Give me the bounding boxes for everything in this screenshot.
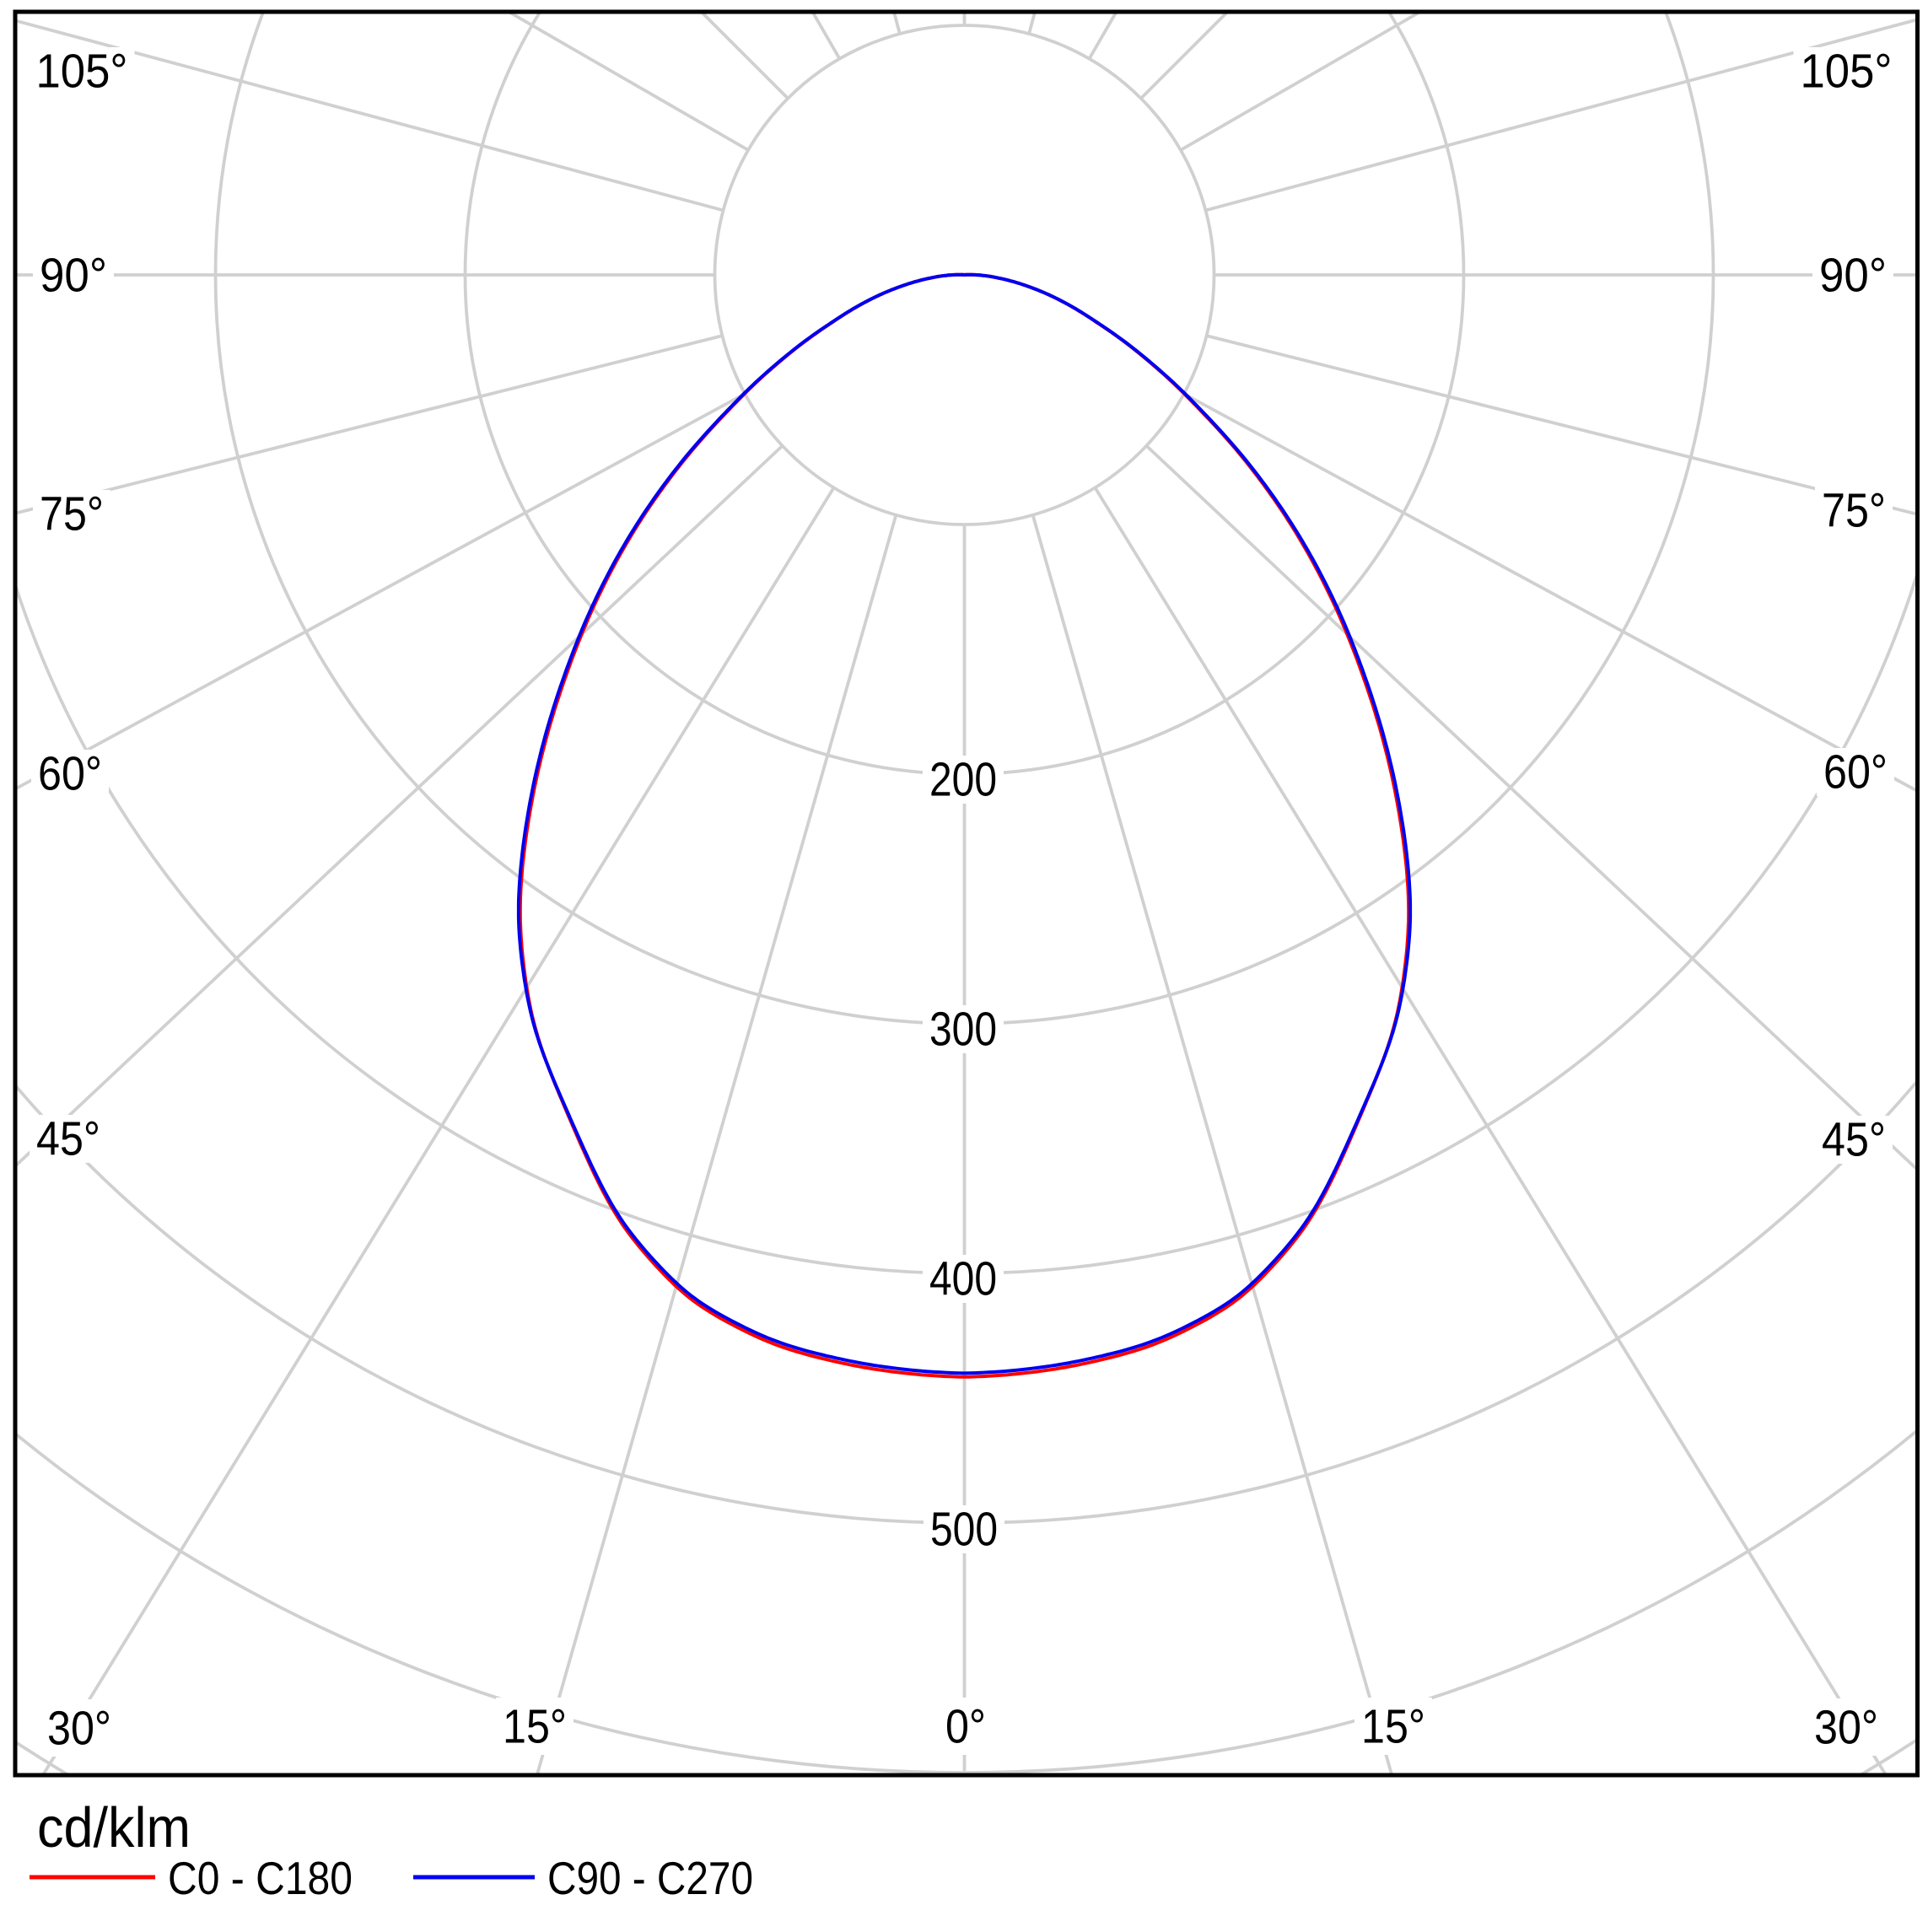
svg-text:60°: 60°: [38, 747, 102, 801]
svg-text:90°: 90°: [1819, 249, 1887, 303]
svg-text:C90 - C270: C90 - C270: [547, 1852, 753, 1904]
svg-text:C0 - C180: C0 - C180: [168, 1852, 353, 1904]
svg-text:105°: 105°: [1801, 45, 1893, 99]
svg-text:60°: 60°: [1823, 745, 1888, 799]
svg-text:75°: 75°: [40, 487, 104, 541]
svg-text:cd/klm: cd/klm: [37, 1796, 191, 1859]
svg-text:300: 300: [929, 1003, 997, 1057]
svg-text:30°: 30°: [1814, 1701, 1878, 1755]
svg-text:45°: 45°: [1822, 1113, 1886, 1167]
svg-text:105°: 105°: [36, 45, 128, 99]
svg-text:500: 500: [930, 1503, 998, 1557]
svg-text:0°: 0°: [945, 1700, 986, 1754]
svg-text:30°: 30°: [47, 1702, 111, 1756]
svg-text:15°: 15°: [503, 1700, 567, 1754]
svg-text:75°: 75°: [1822, 484, 1886, 538]
svg-text:90°: 90°: [40, 249, 107, 303]
svg-text:15°: 15°: [1361, 1700, 1425, 1754]
svg-text:45°: 45°: [36, 1112, 100, 1166]
svg-text:200: 200: [929, 753, 997, 807]
svg-text:400: 400: [929, 1252, 997, 1306]
